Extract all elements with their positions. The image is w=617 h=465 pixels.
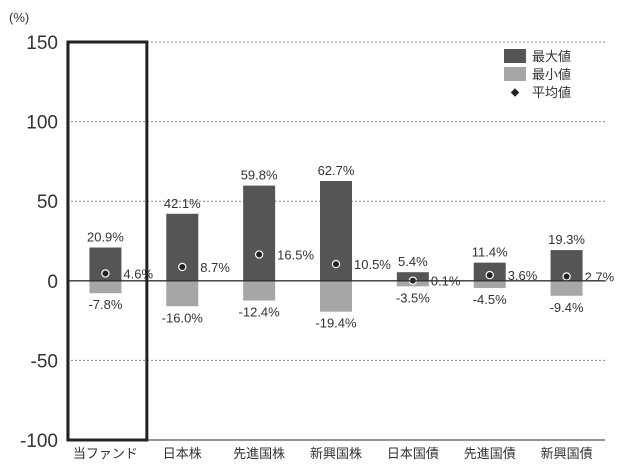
min-label: -19.4% [315,316,357,331]
y-axis: (%) 150 100 50 0 -50 -100 [9,10,68,452]
max-label: 11.4% [472,245,508,260]
legend-label: 平均値 [532,85,571,101]
category-label: 日本株 [163,447,202,462]
bar-min [473,280,506,288]
average-point [331,259,341,269]
average-label: 10.5% [354,257,391,272]
max-label: 62.7% [318,163,355,178]
category-label: 先進国債 [464,447,516,462]
category-label: 新興国債 [541,446,593,462]
average-label: 3.6% [508,268,538,283]
bar-min [320,280,352,312]
average-label: 8.7% [200,260,230,275]
category-label: 新興国株 [310,446,362,462]
average-point [178,262,187,272]
y-axis-unit: (%) [9,10,29,25]
max-label: 19.3% [548,232,585,247]
y-tick-label: 100 [26,113,58,134]
y-tick-label: -100 [20,431,58,452]
average-label: 16.5% [277,248,314,263]
max-label: 42.1% [164,196,201,211]
bar-max [243,185,276,281]
category-label: 日本国債 [387,447,439,462]
max-label: 59.8% [241,168,278,183]
data-labels: 20.9% -7.8% 4.6% 42.1% -16.0% 8.7% 59.8% -12.4%… [87,163,615,331]
legend-swatch [504,49,526,63]
category-label: 当ファンド [73,447,138,462]
highlight-box [66,40,149,442]
y-tick-label: -50 [31,351,58,372]
average-point [254,250,264,259]
min-label: -16.0% [162,310,204,325]
min-label: -9.4% [550,300,584,315]
bar-min [243,280,276,301]
bar-min [89,280,122,294]
y-tick-label: 50 [37,192,58,213]
bar-min [166,280,199,307]
average-point [562,272,571,281]
legend-swatch-point [510,88,520,97]
legend-label: 最小値 [532,67,571,83]
y-tick-label: 150 [26,33,58,54]
average-label: 4.6% [123,266,153,281]
average-point [485,270,494,280]
max-label: 20.9% [87,230,124,245]
min-label: -7.8% [88,297,122,312]
legend-swatch [504,67,526,81]
legend-label: 最大値 [532,49,571,65]
max-label: 5.4% [398,254,428,269]
average-point [101,269,110,278]
min-label: -4.5% [473,292,507,307]
y-tick-label: 0 [47,272,58,293]
min-label: -3.5% [396,290,430,305]
category-label: 先進国株 [233,447,285,462]
bar-min [550,280,583,296]
highlight-frame [66,40,149,442]
min-label: -12.4% [239,305,281,320]
average-label: 2.7% [585,270,615,285]
x-axis: 当ファンド 日本株 先進国株 新興国株 日本国債 先進国債 新興国債 [67,280,605,462]
